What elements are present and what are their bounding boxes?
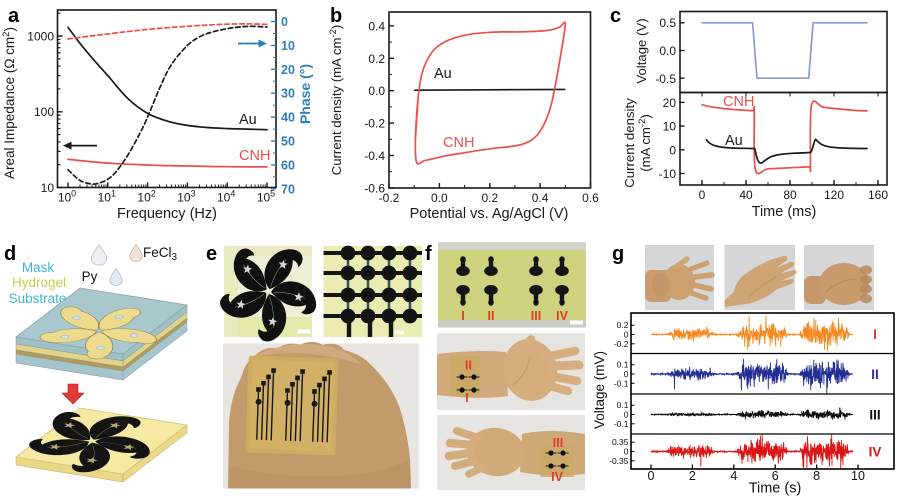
- svg-text:Voltage (mV): Voltage (mV): [592, 351, 607, 429]
- svg-text:100: 100: [34, 105, 54, 119]
- svg-text:102: 102: [137, 189, 155, 205]
- svg-text:Potential vs. Ag/AgCl (V): Potential vs. Ag/AgCl (V): [410, 206, 569, 222]
- svg-text:Current density: Current density: [622, 98, 637, 188]
- svg-text:0.6: 0.6: [582, 191, 599, 205]
- svg-text:105: 105: [257, 189, 275, 205]
- svg-text:6: 6: [772, 469, 779, 483]
- svg-text:0.1: 0.1: [617, 400, 629, 410]
- svg-text:0.1: 0.1: [617, 360, 629, 370]
- svg-text:0.35: 0.35: [612, 437, 629, 447]
- svg-text:-0.1: -0.1: [614, 419, 629, 429]
- svg-text:104: 104: [217, 189, 235, 205]
- svg-text:10: 10: [663, 120, 677, 134]
- svg-text:c: c: [610, 5, 621, 27]
- svg-text:0.2: 0.2: [481, 191, 498, 205]
- svg-text:0.0: 0.0: [368, 84, 385, 98]
- svg-text:0.2: 0.2: [617, 320, 629, 330]
- svg-text:20: 20: [663, 96, 677, 110]
- svg-text:-0.2: -0.2: [614, 339, 629, 349]
- svg-text:-10: -10: [659, 167, 677, 181]
- svg-text:0: 0: [281, 15, 288, 29]
- svg-text:-0.2: -0.2: [379, 191, 400, 205]
- svg-text:Time (s): Time (s): [749, 481, 802, 497]
- svg-text:40: 40: [739, 188, 753, 202]
- svg-text:160: 160: [868, 188, 888, 202]
- svg-text:Au: Au: [434, 66, 452, 82]
- svg-text:100: 100: [58, 189, 76, 205]
- svg-text:0: 0: [669, 143, 676, 157]
- svg-text:Hydrogel: Hydrogel: [12, 275, 66, 290]
- svg-text:Time (ms): Time (ms): [752, 204, 817, 220]
- svg-text:-0.1: -0.1: [614, 378, 629, 388]
- svg-text:-0.6: -0.6: [364, 181, 385, 195]
- svg-text:80: 80: [783, 188, 797, 202]
- svg-text:0: 0: [624, 410, 629, 420]
- svg-text:4: 4: [730, 469, 737, 483]
- svg-text:IV: IV: [556, 309, 568, 323]
- svg-text:1000: 1000: [27, 30, 54, 44]
- svg-text:b: b: [330, 5, 342, 27]
- svg-text:0.5: 0.5: [659, 16, 676, 30]
- svg-text:10: 10: [851, 469, 865, 483]
- svg-text:IV: IV: [551, 470, 563, 484]
- svg-text:10: 10: [281, 39, 295, 53]
- svg-text:60: 60: [281, 158, 295, 172]
- svg-text:CNH: CNH: [443, 135, 474, 151]
- svg-text:g: g: [612, 243, 624, 265]
- svg-text:e: e: [206, 243, 217, 265]
- svg-text:-0.4: -0.4: [364, 149, 385, 163]
- svg-text:-0.2: -0.2: [364, 117, 385, 131]
- svg-text:30: 30: [281, 87, 295, 101]
- svg-text:FeCl3: FeCl3: [143, 245, 178, 263]
- svg-text:III: III: [869, 408, 880, 423]
- svg-text:0.2: 0.2: [368, 52, 385, 66]
- svg-text:IV: IV: [869, 445, 882, 460]
- svg-text:II: II: [465, 359, 472, 373]
- svg-text:CNH: CNH: [239, 148, 270, 164]
- svg-text:Current density (mA cm-2): Current density (mA cm-2): [328, 25, 344, 176]
- svg-text:II: II: [488, 309, 495, 323]
- svg-text:II: II: [871, 367, 879, 382]
- svg-text:Mask: Mask: [22, 260, 55, 275]
- svg-text:f: f: [425, 243, 432, 265]
- svg-text:Au: Au: [725, 133, 743, 149]
- svg-text:20: 20: [281, 63, 295, 77]
- svg-text:Areal Impedance (Ω cm2): Areal Impedance (Ω cm2): [1, 27, 17, 179]
- svg-text:2: 2: [689, 469, 696, 483]
- svg-text:I: I: [873, 327, 877, 342]
- svg-text:0.4: 0.4: [368, 19, 385, 33]
- svg-text:-0.35: -0.35: [609, 456, 629, 466]
- svg-text:CNH: CNH: [723, 94, 754, 110]
- svg-text:103: 103: [177, 189, 195, 205]
- svg-text:50: 50: [281, 135, 295, 149]
- svg-text:III: III: [553, 436, 563, 450]
- svg-text:8: 8: [813, 469, 820, 483]
- svg-text:Voltage (V): Voltage (V): [634, 18, 649, 83]
- svg-text:0: 0: [699, 188, 706, 202]
- svg-text:Frequency (Hz): Frequency (Hz): [117, 206, 217, 222]
- svg-text:0.0: 0.0: [659, 44, 676, 58]
- svg-text:Substrate: Substrate: [9, 291, 67, 306]
- svg-text:d: d: [4, 243, 16, 265]
- svg-text:10: 10: [41, 181, 55, 195]
- svg-text:-0.5: -0.5: [655, 72, 676, 86]
- svg-text:Py: Py: [82, 269, 98, 284]
- svg-text:101: 101: [98, 189, 116, 205]
- svg-text:0: 0: [648, 469, 655, 483]
- svg-text:I: I: [461, 309, 464, 323]
- svg-text:(mA cm-2): (mA cm-2): [637, 114, 653, 172]
- svg-text:0.0: 0.0: [431, 191, 448, 205]
- svg-text:0.4: 0.4: [532, 191, 549, 205]
- svg-text:70: 70: [281, 182, 295, 196]
- svg-text:0: 0: [624, 447, 629, 457]
- svg-text:0: 0: [624, 369, 629, 379]
- svg-text:Phase (°): Phase (°): [297, 64, 313, 124]
- svg-text:I: I: [465, 391, 468, 405]
- svg-text:120: 120: [824, 188, 844, 202]
- svg-text:Au: Au: [239, 112, 257, 128]
- svg-text:a: a: [8, 5, 20, 27]
- svg-text:0: 0: [624, 330, 629, 340]
- svg-text:III: III: [531, 309, 541, 323]
- svg-text:40: 40: [281, 111, 295, 125]
